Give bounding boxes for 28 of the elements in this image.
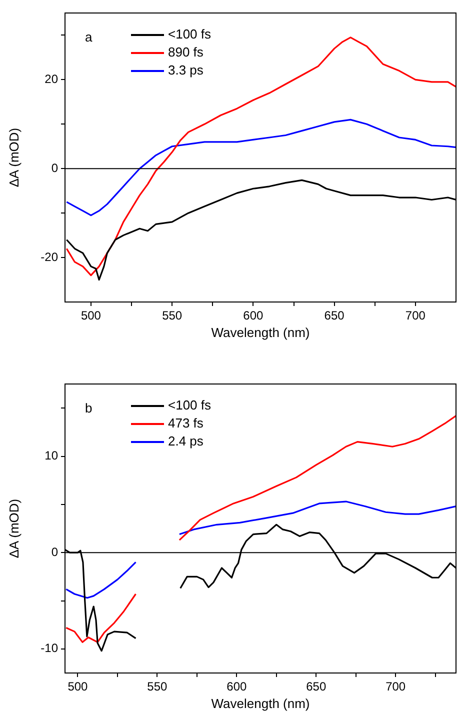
legend-label: 890 fs bbox=[168, 44, 204, 60]
x-tick-label: 500 bbox=[80, 308, 102, 323]
y-tick-label: 0 bbox=[51, 544, 58, 559]
x-tick-label: 550 bbox=[162, 308, 182, 323]
x-tick-label: 600 bbox=[243, 308, 264, 323]
x-axis-title: Wavelength (nm) bbox=[211, 324, 310, 340]
x-tick-label: 600 bbox=[226, 680, 247, 694]
y-axis-title: ΔA (mOD) bbox=[6, 128, 22, 188]
legend-label: 473 fs bbox=[168, 416, 204, 431]
y-tick-label: 10 bbox=[44, 448, 58, 463]
annotation: b bbox=[85, 400, 92, 416]
x-axis-title: Wavelength (nm) bbox=[211, 696, 310, 711]
legend-label: <100 fs bbox=[168, 26, 212, 42]
y-axis-title: ΔA (mOD) bbox=[6, 498, 22, 558]
x-tick-label: 700 bbox=[386, 680, 406, 694]
x-tick-label: 500 bbox=[68, 680, 88, 694]
x-tick-label: 650 bbox=[324, 308, 345, 323]
y-tick-label: -20 bbox=[40, 250, 58, 264]
x-tick-label: 650 bbox=[306, 680, 326, 694]
x-tick-label: 700 bbox=[405, 308, 426, 323]
legend-label: 3.3 ps bbox=[168, 62, 204, 78]
annotation: a bbox=[85, 30, 93, 45]
x-tick-label: 550 bbox=[147, 680, 168, 694]
legend-label: 2.4 ps bbox=[168, 434, 204, 449]
y-tick-label: 20 bbox=[44, 72, 58, 86]
y-tick-label: -10 bbox=[40, 641, 58, 656]
legend-label: <100 fs bbox=[168, 398, 212, 413]
y-tick-label: 0 bbox=[51, 160, 58, 175]
